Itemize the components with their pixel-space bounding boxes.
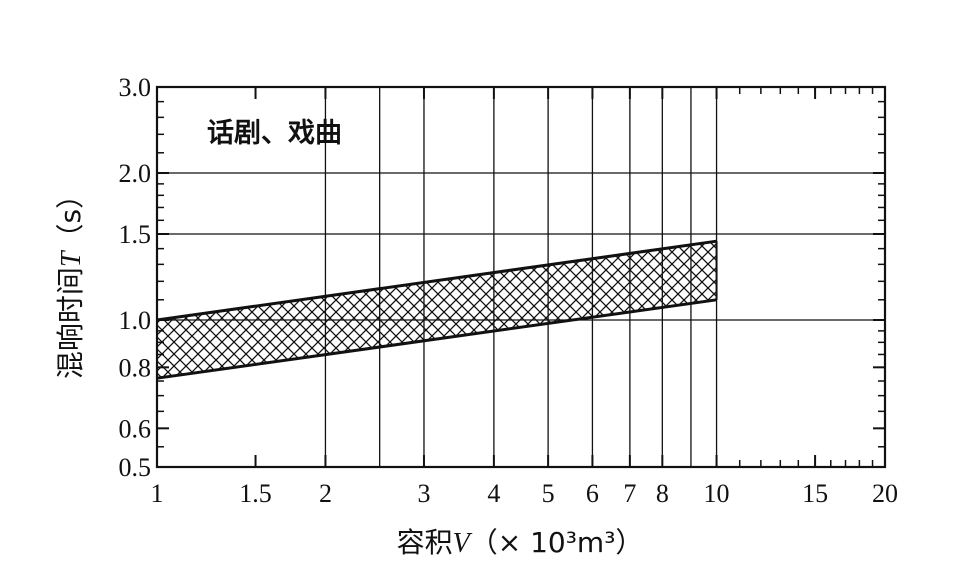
x-tick-label: 7	[623, 479, 636, 508]
y-tick-label: 0.6	[119, 414, 152, 443]
y-axis-title-unit: （s）	[54, 181, 87, 252]
plot-frame	[155, 85, 887, 469]
y-tick-label: 0.5	[119, 453, 152, 482]
x-tick-label: 20	[872, 479, 898, 508]
tick-labels: 1 1.5 2 3 4 5 6 7 8 10 15 20 0.5 0.6 0.8 1.0 1.5 2.0 3.0	[119, 73, 899, 508]
band-lower-line	[156, 298, 717, 380]
x-tick-label: 3	[417, 479, 430, 508]
x-tick-label: 1.5	[239, 479, 272, 508]
x-tick-label: 6	[586, 479, 599, 508]
x-tick-label: 15	[802, 479, 828, 508]
axis-ticks	[156, 86, 886, 468]
y-axis-title-prefix: 混响时间	[54, 267, 87, 379]
x-tick-label: 5	[542, 479, 555, 508]
x-axis-title-unit: （× 10³m³）	[470, 526, 644, 559]
x-tick-label: 8	[656, 479, 669, 508]
x-axis-title-variable: V	[453, 528, 473, 559]
band-upper-line	[156, 239, 717, 322]
x-tick-label: 10	[704, 479, 730, 508]
y-tick-label: 1.5	[119, 220, 152, 249]
x-tick-label: 2	[319, 479, 332, 508]
y-tick-label: 1.0	[119, 306, 152, 335]
x-axis-title: 容积V（× 10³m³）	[397, 526, 644, 559]
y-tick-label: 2.0	[119, 159, 152, 188]
y-tick-label: 3.0	[119, 73, 152, 102]
y-axis-title-variable: T	[56, 249, 87, 267]
chart-annotation: 话剧、戏曲	[207, 118, 342, 149]
reverberation-band	[156, 239, 718, 380]
y-axis-title: 混响时间T（s）	[54, 181, 87, 379]
band-fill	[157, 241, 717, 379]
y-tick-label: 0.8	[119, 353, 152, 382]
x-axis-title-prefix: 容积	[397, 526, 453, 559]
x-tick-label: 4	[487, 479, 500, 508]
x-tick-label: 1	[151, 479, 164, 508]
